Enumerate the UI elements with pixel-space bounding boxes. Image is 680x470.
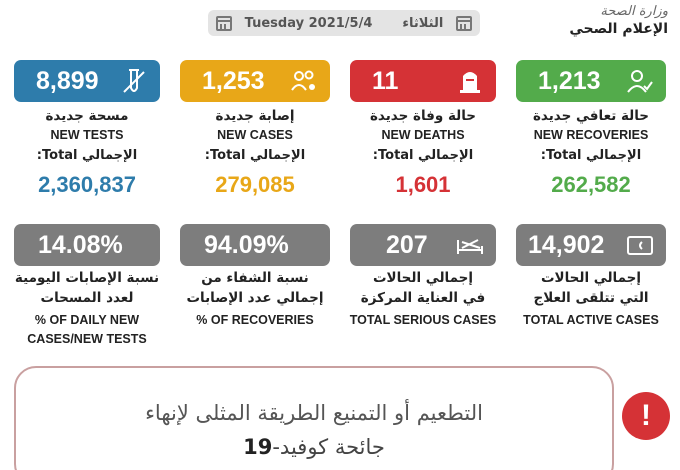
recovery-ratio-label-ar2: إجمالي عدد الإصابات xyxy=(186,290,324,306)
wallet-icon xyxy=(627,236,653,255)
deaths-total-label: الإجمالي Total: xyxy=(372,148,474,163)
banner-line-1: التطعيم أو التمنيع الطريقة المثلى لإنهاء xyxy=(145,401,483,425)
alert-icon: ! xyxy=(622,392,670,440)
recovery-ratio-label-en1: % OF RECOVERIES xyxy=(196,313,314,327)
cases-total-label: الإجمالي Total: xyxy=(204,148,306,163)
new-recoveries-card: 1,213 xyxy=(516,60,666,102)
serious-cases-value: 207 xyxy=(386,230,428,259)
user-check-icon xyxy=(627,70,653,93)
active-cases-label-ar2: التي تتلقى العلاج xyxy=(533,290,649,306)
deaths-total-value: 1,601 xyxy=(395,172,451,197)
calendar-icon xyxy=(216,15,232,31)
new-tests-card: 8,899 xyxy=(14,60,160,102)
vaccination-banner: التطعيم أو التمنيع الطريقة المثلى لإنهاء… xyxy=(14,366,614,470)
recoveries-total-label: الإجمالي Total: xyxy=(540,148,642,163)
serious-cases-label-en1: TOTAL SERIOUS CASES xyxy=(349,313,497,327)
calendar-icon xyxy=(456,15,472,31)
new-cases-card: 1,253 xyxy=(180,60,330,102)
banner-message: التطعيم أو التمنيع الطريقة المثلى لإنهاء… xyxy=(76,396,552,464)
date-english: Tuesday 2021/5/4 xyxy=(244,15,373,31)
active-cases-label-ar1: إجمالي الحالات xyxy=(540,270,642,286)
new-recoveries-label-en: NEW RECOVERIES xyxy=(533,128,649,142)
tombstone-icon xyxy=(460,72,480,93)
recovery-ratio-value: 94.09% xyxy=(204,230,289,259)
recovery-ratio-card: 94.09% xyxy=(180,224,330,266)
new-cases-label-en: NEW CASES xyxy=(217,128,293,142)
new-cases-value: 1,253 xyxy=(202,66,265,95)
active-cases-label-en1: TOTAL ACTIVE CASES xyxy=(523,313,659,327)
daily-ratio-label-en1: % OF DAILY NEW xyxy=(34,313,140,327)
tests-total-value: 2,360,837 xyxy=(38,172,136,197)
date-bar: Tuesday 2021/5/4 الثلاثاء xyxy=(208,10,480,36)
new-recoveries-value: 1,213 xyxy=(538,66,601,95)
serious-cases-label-ar1: إجمالي الحالات xyxy=(372,270,474,286)
serious-cases-card: 207 xyxy=(350,224,496,266)
recoveries-total-value: 262,582 xyxy=(551,172,631,197)
ministry-logo: وزارة الصحة الإعلام الصحي xyxy=(569,4,668,37)
new-tests-label-ar: مسحة جديدة xyxy=(45,108,129,124)
daily-ratio-label-ar2: لعدد المسحات xyxy=(40,290,134,306)
new-deaths-label-en: NEW DEATHS xyxy=(381,128,465,142)
serious-cases-label-ar2: في العناية المركزة xyxy=(360,290,486,306)
new-tests-value: 8,899 xyxy=(36,66,99,95)
new-recoveries-label-ar: حالة تعافي جديدة xyxy=(532,108,650,124)
test-tube-icon xyxy=(123,69,145,93)
active-cases-value: 14,902 xyxy=(528,230,605,259)
active-cases-card: 14,902 xyxy=(516,224,666,266)
people-virus-icon xyxy=(291,70,315,91)
cases-total-value: 279,085 xyxy=(215,172,295,197)
date-arabic: الثلاثاء xyxy=(402,15,444,31)
new-cases-label-ar: إصابة جديدة xyxy=(215,108,295,124)
recovery-ratio-label-ar1: نسبة الشفاء من xyxy=(201,270,309,286)
daily-ratio-card: 14.08% xyxy=(14,224,160,266)
daily-ratio-label-ar1: نسبة الإصابات اليومية xyxy=(14,270,160,286)
daily-ratio-label-en2: CASES/NEW TESTS xyxy=(27,332,147,346)
daily-ratio-value: 14.08% xyxy=(38,230,123,259)
banner-line-2: جائحة كوفيد-19 xyxy=(243,435,385,459)
new-deaths-card: 11 xyxy=(350,60,496,102)
hospital-bed-icon xyxy=(457,239,483,254)
new-tests-label-en: NEW TESTS xyxy=(50,128,124,142)
tests-total-label: الإجمالي Total: xyxy=(36,148,138,163)
new-deaths-value: 11 xyxy=(372,66,399,95)
new-deaths-label-ar: حالة وفاة جديدة xyxy=(369,108,477,124)
